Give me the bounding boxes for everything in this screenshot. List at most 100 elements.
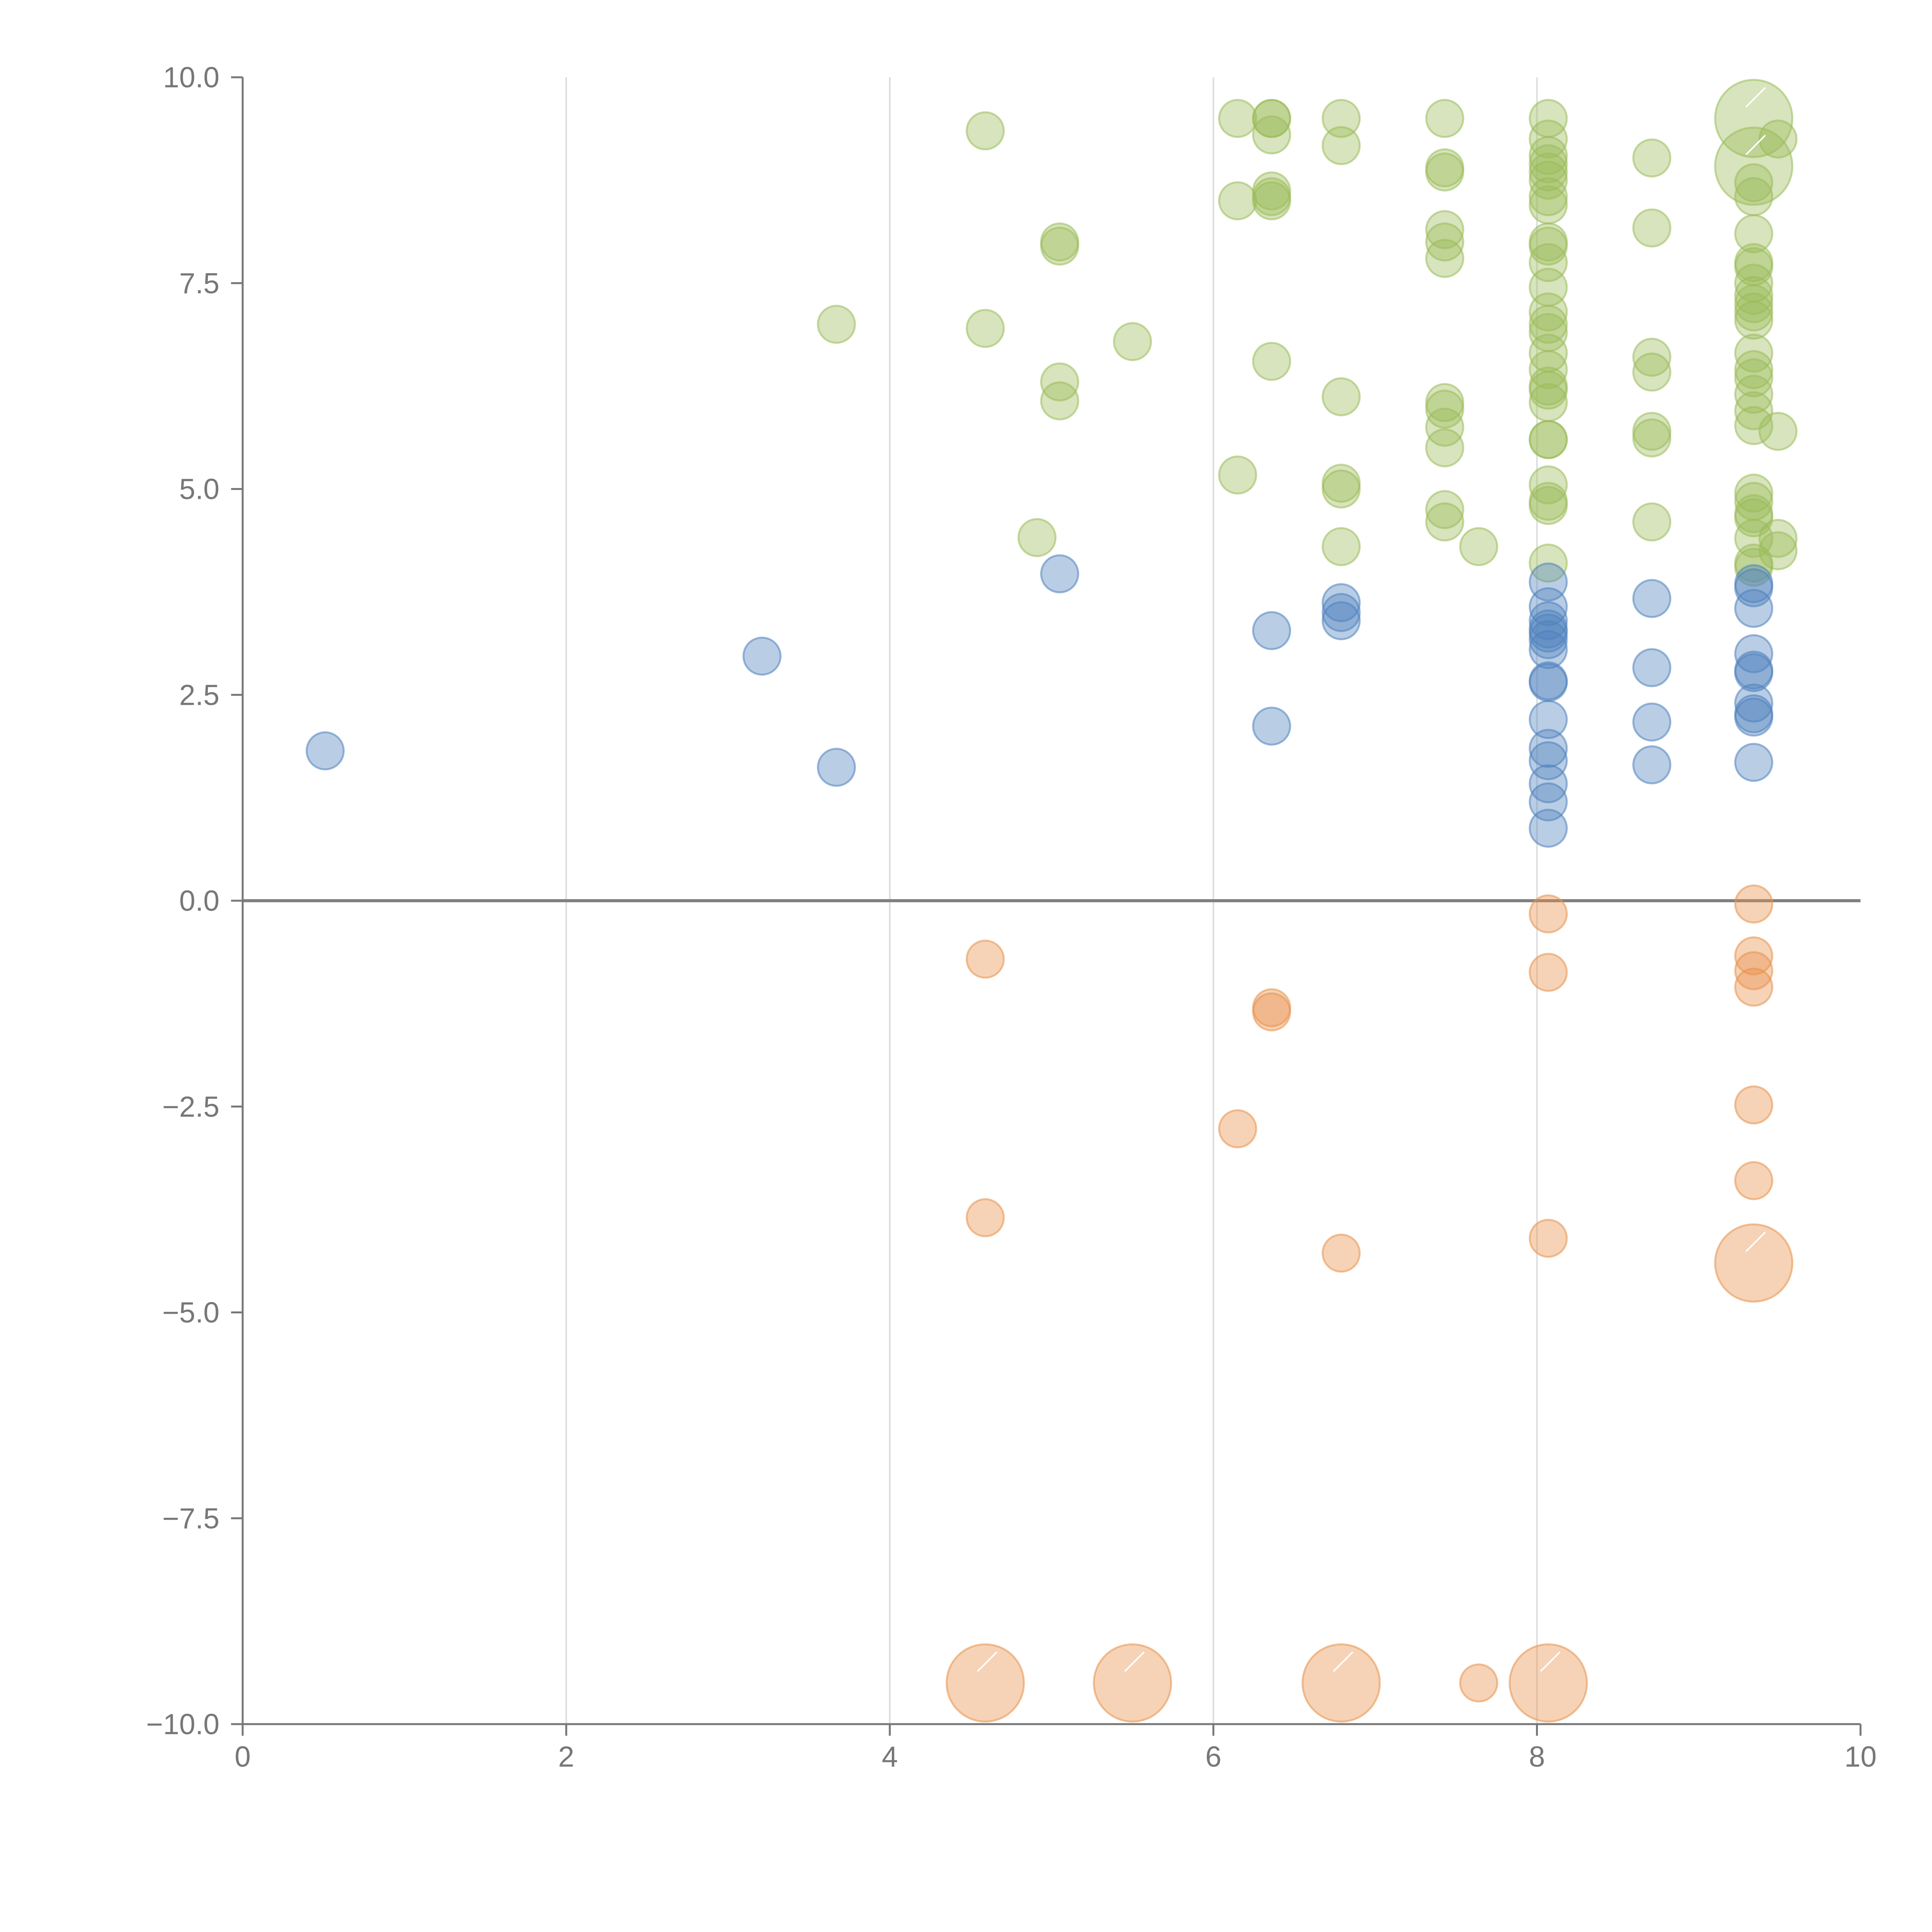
data-point[interactable] xyxy=(1252,611,1291,650)
data-point[interactable] xyxy=(1734,743,1774,782)
data-point[interactable] xyxy=(1529,350,1568,389)
data-point[interactable] xyxy=(1321,527,1361,566)
data-point[interactable] xyxy=(1529,465,1568,505)
data-point-large[interactable] xyxy=(1714,126,1794,206)
data-point[interactable] xyxy=(1632,648,1672,687)
data-point[interactable] xyxy=(966,1198,1005,1237)
data-point[interactable] xyxy=(1734,884,1774,924)
data-point[interactable] xyxy=(1425,490,1464,529)
data-point[interactable] xyxy=(1040,554,1079,594)
data-point[interactable] xyxy=(1529,486,1568,525)
data-point[interactable] xyxy=(1632,702,1672,742)
data-point[interactable] xyxy=(742,636,782,676)
data-point[interactable] xyxy=(1529,729,1568,768)
data-point[interactable] xyxy=(306,731,345,770)
data-point[interactable] xyxy=(1529,304,1568,344)
data-point[interactable] xyxy=(1734,163,1774,202)
data-point[interactable] xyxy=(1734,568,1774,607)
data-point[interactable] xyxy=(1113,322,1152,361)
data-point[interactable] xyxy=(1425,152,1464,192)
data-point[interactable] xyxy=(1529,185,1568,224)
data-point[interactable] xyxy=(1252,115,1291,155)
data-point[interactable] xyxy=(1425,502,1464,542)
data-point[interactable] xyxy=(1734,301,1774,340)
data-point-large[interactable] xyxy=(1714,1223,1794,1303)
data-point-large[interactable] xyxy=(1093,1643,1172,1723)
data-point[interactable] xyxy=(1734,548,1774,587)
data-point[interactable] xyxy=(1529,371,1568,410)
data-point[interactable] xyxy=(1632,418,1672,457)
data-point[interactable] xyxy=(1529,700,1568,739)
data-point[interactable] xyxy=(1529,630,1568,669)
data-point[interactable] xyxy=(1734,936,1774,976)
data-point[interactable] xyxy=(1734,684,1774,723)
data-point[interactable] xyxy=(1252,706,1291,746)
data-point[interactable] xyxy=(1529,292,1568,332)
data-point[interactable] xyxy=(1252,99,1291,138)
data-point[interactable] xyxy=(1321,601,1361,640)
data-point[interactable] xyxy=(1632,208,1672,248)
data-point[interactable] xyxy=(966,309,1005,348)
data-point[interactable] xyxy=(1425,408,1464,447)
data-point[interactable] xyxy=(966,111,1005,151)
data-point[interactable] xyxy=(1758,531,1798,570)
data-point[interactable] xyxy=(1529,741,1568,781)
data-point[interactable] xyxy=(1529,894,1568,934)
data-point[interactable] xyxy=(1040,381,1079,420)
data-point[interactable] xyxy=(1529,177,1568,216)
data-point[interactable] xyxy=(1321,593,1361,632)
data-point[interactable] xyxy=(1252,992,1291,1032)
data-point[interactable] xyxy=(966,939,1005,979)
data-point-large[interactable] xyxy=(1301,1643,1381,1723)
data-point[interactable] xyxy=(1734,284,1774,323)
data-point[interactable] xyxy=(1425,428,1464,468)
data-point[interactable] xyxy=(1017,518,1057,557)
data-point[interactable] xyxy=(1758,519,1798,558)
data-point[interactable] xyxy=(1734,588,1774,628)
data-point[interactable] xyxy=(1734,968,1774,1007)
data-point[interactable] xyxy=(1321,469,1361,509)
data-point[interactable] xyxy=(1321,377,1361,417)
data-point[interactable] xyxy=(1734,951,1774,990)
data-point[interactable] xyxy=(1734,653,1774,692)
data-point[interactable] xyxy=(1734,697,1774,737)
data-point[interactable] xyxy=(1425,222,1464,262)
data-point[interactable] xyxy=(1425,210,1464,249)
data-point[interactable] xyxy=(1632,352,1672,392)
data-point[interactable] xyxy=(1734,406,1774,445)
data-point[interactable] xyxy=(1218,455,1257,495)
data-point[interactable] xyxy=(1734,1161,1774,1201)
data-point[interactable] xyxy=(1632,579,1672,618)
data-point[interactable] xyxy=(1218,1109,1257,1148)
data-point[interactable] xyxy=(817,748,856,787)
data-point[interactable] xyxy=(1425,239,1464,278)
data-point[interactable] xyxy=(1321,1233,1361,1273)
data-point[interactable] xyxy=(1734,1085,1774,1124)
data-point[interactable] xyxy=(1734,214,1774,253)
data-point[interactable] xyxy=(1459,527,1498,566)
data-point[interactable] xyxy=(1529,808,1568,848)
data-point[interactable] xyxy=(1529,383,1568,422)
data-point[interactable] xyxy=(1734,358,1774,398)
data-point[interactable] xyxy=(1218,181,1257,221)
data-point[interactable] xyxy=(1529,620,1568,659)
data-point[interactable] xyxy=(1218,99,1257,138)
data-point[interactable] xyxy=(1529,144,1568,184)
data-point[interactable] xyxy=(1252,181,1291,221)
data-point[interactable] xyxy=(1632,338,1672,377)
data-point[interactable] xyxy=(817,304,856,344)
data-point[interactable] xyxy=(1321,126,1361,165)
data-point[interactable] xyxy=(1252,342,1291,381)
data-point[interactable] xyxy=(1529,226,1568,266)
data-point[interactable] xyxy=(1758,412,1798,451)
data-point[interactable] xyxy=(1632,745,1672,784)
data-point[interactable] xyxy=(1529,663,1568,702)
data-point[interactable] xyxy=(1425,99,1464,138)
data-point[interactable] xyxy=(1529,420,1568,459)
data-point[interactable] xyxy=(1529,952,1568,992)
data-point[interactable] xyxy=(1459,1663,1498,1702)
data-point[interactable] xyxy=(1040,226,1079,266)
data-point-large[interactable] xyxy=(1714,79,1794,158)
data-point[interactable] xyxy=(1529,1219,1568,1258)
data-point-large[interactable] xyxy=(946,1643,1025,1723)
